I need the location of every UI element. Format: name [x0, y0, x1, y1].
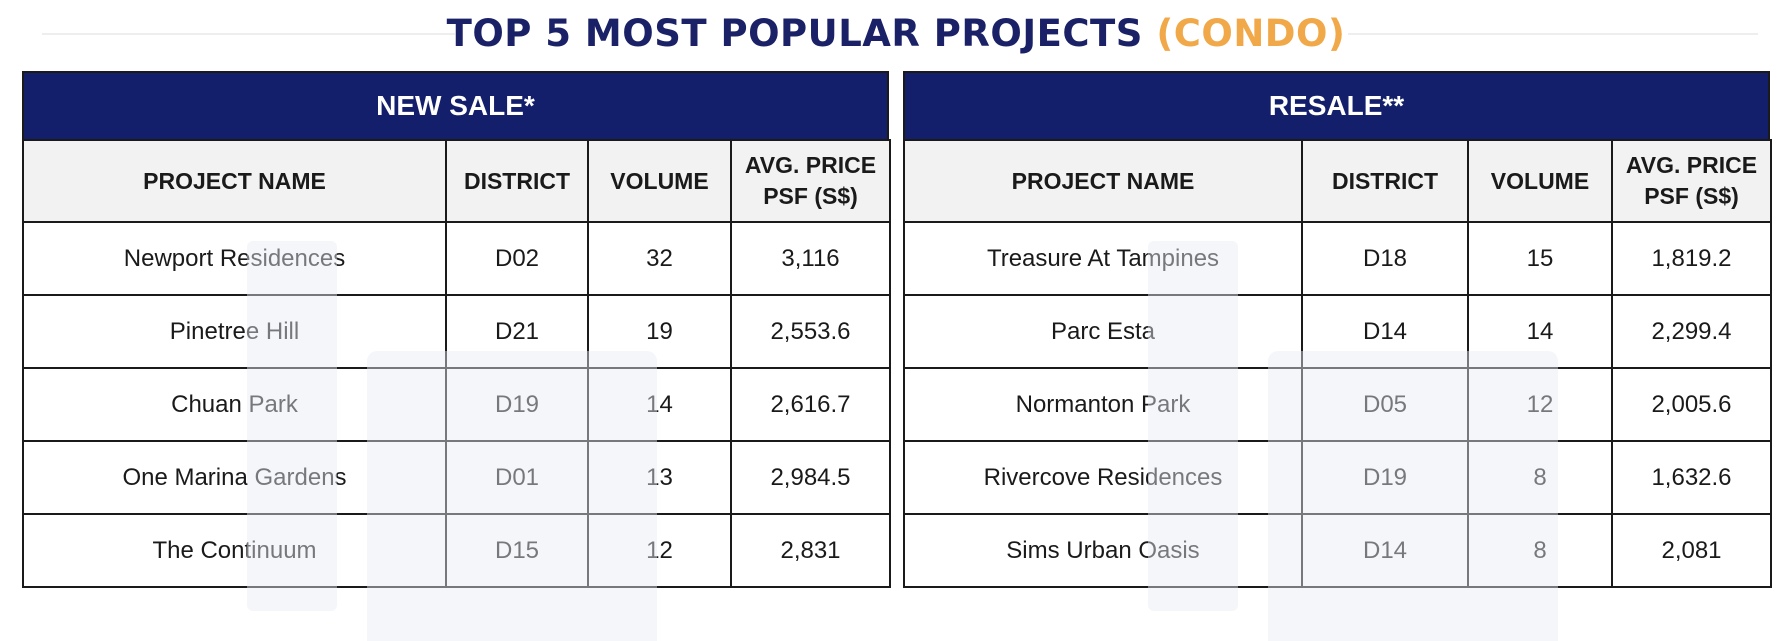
volume-cell: 12: [587, 513, 732, 588]
volume-cell: 15: [1467, 221, 1613, 296]
resale-table: PROJECT NAME DISTRICT VOLUME AVG. PRICE …: [903, 139, 1772, 588]
district-cell: D18: [1301, 221, 1469, 296]
price-cell: 3,116: [730, 221, 891, 296]
table-row: Pinetree Hill D21 19 2,553.6: [22, 294, 891, 369]
page-title-main: TOP 5 MOST POPULAR PROJECTS: [446, 12, 1143, 55]
price-cell: 2,984.5: [730, 440, 891, 515]
project-name-cell: One Marina Gardens: [22, 440, 447, 515]
price-cell: 1,819.2: [1611, 221, 1772, 296]
table-row: Rivercove Residences D19 8 1,632.6: [903, 440, 1772, 515]
price-cell: 2,081: [1611, 513, 1772, 588]
volume-cell: 8: [1467, 513, 1613, 588]
project-name-cell: Treasure At Tampines: [903, 221, 1303, 296]
volume-cell: 14: [587, 367, 732, 442]
project-name-cell: The Continuum: [22, 513, 447, 588]
resale-heading: RESALE**: [903, 71, 1770, 139]
district-cell: D14: [1301, 513, 1469, 588]
volume-cell: 32: [587, 221, 732, 296]
price-cell: 2,616.7: [730, 367, 891, 442]
district-cell: D05: [1301, 367, 1469, 442]
project-name-cell: Rivercove Residences: [903, 440, 1303, 515]
table-row: Parc Esta D14 14 2,299.4: [903, 294, 1772, 369]
table-row: Chuan Park D19 14 2,616.7: [22, 367, 891, 442]
district-cell: D19: [445, 367, 589, 442]
new-sale-panel: NEW SALE* PROJECT NAME DISTRICT VOLUME A…: [22, 71, 891, 641]
table-header-row: PROJECT NAME DISTRICT VOLUME AVG. PRICE …: [903, 139, 1772, 223]
page-title-accent: (CONDO): [1156, 12, 1346, 55]
column-header-project-name: PROJECT NAME: [903, 139, 1303, 223]
column-header-district: DISTRICT: [1301, 139, 1469, 223]
project-name-cell: Pinetree Hill: [22, 294, 447, 369]
price-cell: 2,553.6: [730, 294, 891, 369]
price-cell: 2,299.4: [1611, 294, 1772, 369]
column-header-avg-price: AVG. PRICE PSF (S$): [730, 139, 891, 223]
project-name-cell: Normanton Park: [903, 367, 1303, 442]
volume-cell: 19: [587, 294, 732, 369]
title-divider-left: [42, 33, 455, 35]
table-row: The Continuum D15 12 2,831: [22, 513, 891, 588]
table-header-row: PROJECT NAME DISTRICT VOLUME AVG. PRICE …: [22, 139, 891, 223]
table-row: Sims Urban Oasis D14 8 2,081: [903, 513, 1772, 588]
table-row: One Marina Gardens D01 13 2,984.5: [22, 440, 891, 515]
column-header-district: DISTRICT: [445, 139, 589, 223]
volume-cell: 13: [587, 440, 732, 515]
new-sale-table: PROJECT NAME DISTRICT VOLUME AVG. PRICE …: [22, 139, 891, 588]
volume-cell: 8: [1467, 440, 1613, 515]
district-cell: D01: [445, 440, 589, 515]
column-header-project-name: PROJECT NAME: [22, 139, 447, 223]
volume-cell: 12: [1467, 367, 1613, 442]
district-cell: D15: [445, 513, 589, 588]
table-row: Normanton Park D05 12 2,005.6: [903, 367, 1772, 442]
district-cell: D21: [445, 294, 589, 369]
resale-panel: RESALE** PROJECT NAME DISTRICT VOLUME AV…: [903, 71, 1772, 641]
price-cell: 1,632.6: [1611, 440, 1772, 515]
project-name-cell: Chuan Park: [22, 367, 447, 442]
column-header-volume: VOLUME: [1467, 139, 1613, 223]
volume-cell: 14: [1467, 294, 1613, 369]
column-header-avg-price: AVG. PRICE PSF (S$): [1611, 139, 1772, 223]
column-header-volume: VOLUME: [587, 139, 732, 223]
district-cell: D02: [445, 221, 589, 296]
price-cell: 2,831: [730, 513, 891, 588]
table-row: Newport Residences D02 32 3,116: [22, 221, 891, 296]
district-cell: D14: [1301, 294, 1469, 369]
title-divider-right: [1348, 33, 1758, 35]
page-title: TOP 5 MOST POPULAR PROJECTS (CONDO): [0, 12, 1792, 55]
new-sale-heading: NEW SALE*: [22, 71, 889, 139]
title-row: TOP 5 MOST POPULAR PROJECTS (CONDO): [0, 0, 1792, 72]
project-name-cell: Sims Urban Oasis: [903, 513, 1303, 588]
table-row: Treasure At Tampines D18 15 1,819.2: [903, 221, 1772, 296]
district-cell: D19: [1301, 440, 1469, 515]
price-cell: 2,005.6: [1611, 367, 1772, 442]
project-name-cell: Newport Residences: [22, 221, 447, 296]
project-name-cell: Parc Esta: [903, 294, 1303, 369]
